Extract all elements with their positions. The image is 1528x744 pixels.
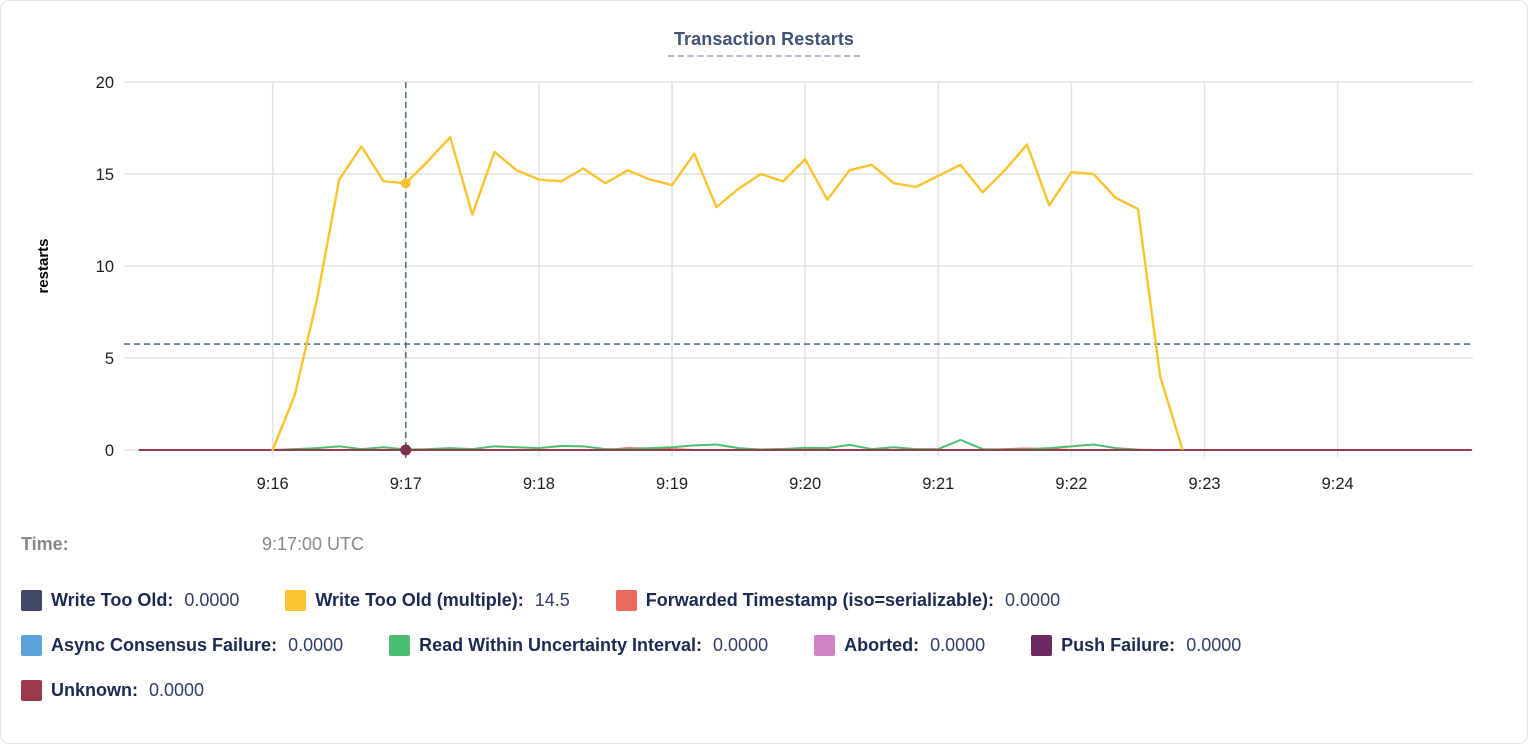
legend-series-label: Write Too Old (multiple):	[315, 590, 524, 610]
legend-color-swatch	[21, 635, 42, 656]
y-tick-label: 15	[96, 166, 114, 184]
legend-item: Aborted: 0.0000	[814, 635, 985, 656]
y-tick-label: 10	[96, 258, 114, 276]
legend-color-swatch	[21, 680, 42, 701]
legend-series-label: Unknown:	[51, 680, 138, 700]
legend-row: Unknown: 0.0000	[21, 680, 1511, 701]
legend-series-label: Async Consensus Failure:	[51, 635, 278, 655]
time-label: Time:	[21, 534, 69, 554]
legend-series-value: 14.5	[534, 590, 570, 610]
legend-series-label: Push Failure:	[1061, 635, 1176, 655]
x-tick-label: 9:22	[1055, 475, 1087, 493]
legend-item: Read Within Uncertainty Interval: 0.0000	[389, 635, 768, 656]
y-tick-label: 0	[105, 442, 114, 460]
legend-item: Unknown: 0.0000	[21, 680, 204, 701]
x-tick-label: 9:16	[257, 475, 289, 493]
legend-item: Write Too Old: 0.0000	[21, 590, 239, 611]
legend-series-label: Forwarded Timestamp (iso=serializable):	[645, 590, 995, 610]
legend-row: Write Too Old: 0.0000 Write Too Old (multi…	[21, 590, 1511, 611]
legend-item: Push Failure: 0.0000	[1031, 635, 1241, 656]
hover-time-row: Time: 9:17:00 UTC	[21, 534, 364, 555]
x-tick-label: 9:20	[789, 475, 821, 493]
legend-series-value: 0.0000	[288, 635, 344, 655]
transaction-restarts-chart[interactable]: 0 5 10 15 20 9:16 9:17 9:18 9:19 9:20 9:21 9:22 9:23…	[1, 1, 1528, 521]
legend-color-swatch	[389, 635, 411, 656]
legend-item: Write Too Old (multiple): 14.5	[285, 590, 570, 611]
crosshair-dot	[400, 444, 412, 456]
x-tick-label: 9:24	[1322, 475, 1354, 493]
x-tick-label: 9:18	[523, 475, 555, 493]
legend-color-swatch	[1031, 635, 1053, 656]
chart-legend: Write Too Old: 0.0000 Write Too Old (multi…	[21, 590, 1511, 725]
y-tick-label: 5	[105, 350, 114, 368]
x-tick-label: 9:19	[656, 475, 688, 493]
legend-color-swatch	[285, 590, 307, 611]
legend-color-swatch	[814, 635, 836, 656]
legend-series-value: 0.0000	[1186, 635, 1242, 655]
legend-item: Async Consensus Failure: 0.0000	[21, 635, 343, 656]
chart-title[interactable]: Transaction Restarts	[667, 29, 861, 57]
legend-series-value: 0.0000	[930, 635, 986, 655]
legend-color-swatch	[21, 590, 42, 611]
series-line-write-too-old-multiple	[271, 135, 1184, 452]
y-tick-label: 20	[96, 74, 114, 92]
y-axis-label: restarts	[35, 238, 52, 293]
x-tick-label: 9:17	[390, 475, 422, 493]
legend-series-label: Aborted:	[844, 635, 920, 655]
x-tick-label: 9:23	[1188, 475, 1220, 493]
legend-series-value: 0.0000	[184, 590, 240, 610]
legend-series-value: 0.0000	[149, 680, 205, 700]
x-tick-label: 9:21	[922, 475, 954, 493]
legend-color-swatch	[615, 590, 637, 611]
legend-item: Forwarded Timestamp (iso=serializable): 0…	[615, 590, 1061, 611]
legend-series-value: 0.0000	[1005, 590, 1061, 610]
legend-series-label: Write Too Old:	[51, 590, 174, 610]
legend-series-label: Read Within Uncertainty Interval:	[419, 635, 703, 655]
crosshair-dot	[400, 178, 411, 189]
chart-title-wrap: Transaction Restarts	[1, 29, 1527, 57]
time-value: 9:17:00 UTC	[262, 534, 365, 554]
legend-row: Async Consensus Failure: 0.0000 Read Withi…	[21, 635, 1511, 656]
legend-series-value: 0.0000	[713, 635, 769, 655]
